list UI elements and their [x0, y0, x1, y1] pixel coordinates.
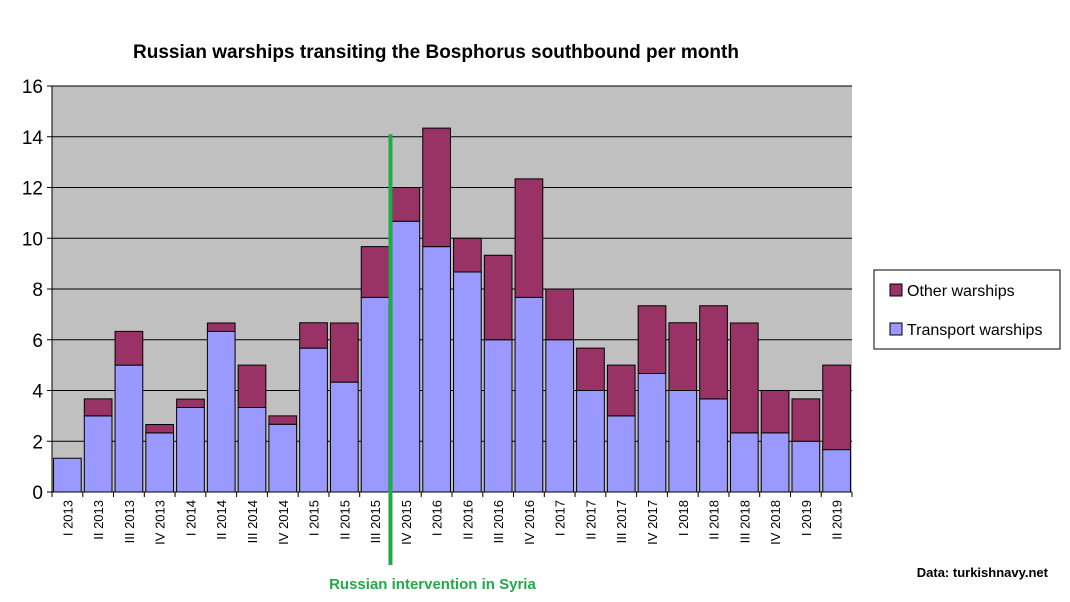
bar-other: [453, 237, 482, 273]
x-axis-ticks: I 2013 II 2013 III 2013 IV 2013 I 2014 II 201…: [51, 492, 853, 545]
legend-label-other: Other warships: [907, 283, 1015, 300]
bar-transport: [329, 381, 359, 493]
y-tick-label: 12: [22, 179, 43, 200]
bar-other: [791, 398, 821, 442]
data-source: Data: turkishnavy.net: [917, 565, 1049, 580]
bar-other: [360, 246, 390, 298]
bar-transport: [206, 330, 236, 493]
bar-transport: [606, 415, 636, 493]
x-tick-label: IV 2018: [768, 500, 783, 545]
y-tick-label: 2: [32, 432, 43, 453]
bar-other: [576, 347, 605, 391]
bar-other: [268, 415, 298, 425]
bar-transport: [114, 364, 144, 493]
x-tick-label: IV 2013: [153, 500, 168, 545]
bar-transport: [822, 449, 851, 493]
bar-transport: [729, 432, 759, 493]
bar-other: [668, 322, 698, 391]
bar-other: [606, 364, 636, 417]
x-tick-label: III 2018: [737, 500, 752, 543]
x-tick-label: II 2017: [583, 500, 598, 540]
y-tick-label: 8: [32, 280, 43, 301]
bar-other: [176, 398, 205, 409]
x-tick-label: I 2017: [553, 500, 568, 536]
bar-transport: [145, 432, 175, 493]
bar-other: [114, 330, 144, 366]
x-tick-label: I 2015: [307, 500, 322, 536]
bar-transport: [237, 407, 267, 493]
x-tick-label: IV 2015: [399, 500, 414, 545]
x-tick-label: II 2018: [707, 500, 722, 540]
bar-other: [822, 364, 851, 451]
x-tick-label: I 2019: [799, 500, 814, 536]
y-tick-label: 6: [32, 331, 43, 352]
bar-transport: [391, 220, 421, 493]
bar-other: [483, 254, 513, 341]
bar-other: [637, 305, 667, 374]
bar-transport: [176, 407, 205, 493]
bar-transport: [699, 398, 728, 493]
y-tick-label: 16: [22, 77, 43, 98]
bar-transport: [791, 440, 821, 493]
x-tick-label: I 2013: [60, 500, 75, 536]
bar-other: [145, 424, 175, 434]
bar-other: [237, 364, 267, 409]
bar-transport: [422, 246, 451, 493]
bar-transport: [299, 347, 328, 493]
bar-other: [514, 178, 544, 298]
x-tick-label: II 2019: [830, 500, 845, 540]
bar-other: [422, 127, 451, 248]
bar-other: [206, 322, 236, 332]
x-tick-label: IV 2016: [522, 500, 537, 545]
bar-other: [299, 322, 328, 349]
bar-other: [391, 187, 421, 222]
x-tick-label: III 2017: [614, 500, 629, 543]
x-tick-label: I 2016: [430, 500, 445, 536]
y-tick-label: 14: [22, 128, 44, 149]
bar-other: [760, 390, 790, 434]
bar-transport: [514, 296, 544, 493]
intervention-annotation: Russian intervention in Syria: [329, 576, 536, 593]
legend-label-transport: Transport warships: [907, 322, 1042, 339]
y-tick-label: 4: [32, 382, 43, 403]
x-tick-label: III 2013: [122, 500, 137, 543]
bar-transport: [760, 432, 790, 493]
legend-swatch-transport: [889, 322, 903, 336]
y-axis-ticks: 0 2 4 6 8 10 12 14 16: [22, 77, 52, 504]
bar-transport: [83, 415, 113, 493]
x-tick-label: IV 2017: [645, 500, 660, 545]
bar-transport: [576, 390, 605, 493]
legend-box: [873, 269, 1061, 350]
bar-other: [329, 322, 359, 383]
bar-transport: [483, 339, 513, 493]
x-tick-label: II 2016: [460, 500, 475, 540]
bar-transport: [53, 457, 82, 493]
legend-swatch-other: [889, 283, 903, 297]
x-tick-label: III 2014: [245, 500, 260, 543]
x-tick-label: IV 2014: [276, 500, 291, 545]
bar-other: [83, 398, 113, 417]
x-tick-label: II 2015: [337, 500, 352, 540]
chart-title: Russian warships transiting the Bosphoru…: [133, 42, 739, 63]
y-tick-label: 10: [22, 229, 43, 250]
x-tick-label: II 2014: [214, 500, 229, 540]
x-tick-label: I 2018: [676, 500, 691, 536]
bar-other: [729, 322, 759, 434]
bar-transport: [268, 423, 298, 493]
bar-other: [545, 288, 575, 341]
x-tick-label: I 2014: [183, 500, 198, 536]
x-tick-label: III 2016: [491, 500, 506, 543]
bar-transport: [637, 372, 667, 493]
y-tick-label: 0: [32, 483, 43, 504]
bar-other: [699, 305, 728, 400]
x-tick-label: II 2013: [91, 500, 106, 540]
legend: Other warships Transport warships: [873, 269, 1061, 350]
bar-transport: [360, 296, 390, 493]
x-tick-label: III 2015: [368, 500, 383, 543]
bar-transport: [545, 339, 575, 493]
bar-transport: [453, 271, 482, 493]
bar-transport: [668, 390, 698, 493]
